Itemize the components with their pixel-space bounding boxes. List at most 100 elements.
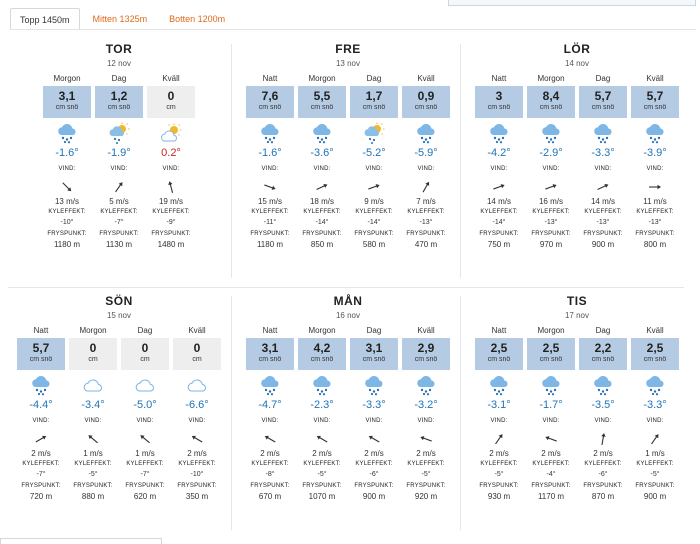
freeze-label: FRYSPUNKT: — [125, 483, 165, 489]
wind-chill: -7° — [114, 219, 124, 226]
snow-cloud-icon — [350, 374, 398, 396]
snow-box: 0 cm — [69, 338, 117, 370]
snow-cloud-icon — [475, 374, 523, 396]
snow-box: 4,2 cm snö — [298, 338, 346, 370]
period-label: Kväll — [646, 326, 664, 335]
period-label: Natt — [262, 326, 278, 335]
snow-unit: cm — [166, 104, 176, 111]
chill-label: KYLEFFEKT: — [584, 461, 622, 467]
wind-arrow-icon — [17, 431, 65, 447]
freeze-label: FRYSPUNKT: — [583, 483, 623, 489]
chill-label: KYLEFFEKT: — [355, 461, 393, 467]
snow-amount: 2,5 — [542, 341, 560, 355]
wind-speed: 2 m/s — [187, 449, 207, 458]
snow-cloud-icon — [246, 122, 294, 144]
snow-unit: cm snö — [487, 356, 511, 363]
freezing-level: 1480 m — [157, 240, 185, 249]
period-label: Morgon — [308, 74, 336, 83]
wind-label: VIND: — [490, 166, 508, 172]
freeze-label: FRYSPUNKT: — [635, 483, 675, 489]
snow-amount: 5,7 — [32, 341, 50, 355]
wind-speed: 14 m/s — [486, 197, 511, 206]
wind-arrow-icon — [402, 431, 450, 447]
day-date: 12 nov — [106, 59, 132, 68]
tab-botten[interactable]: Botten 1200m — [169, 14, 226, 24]
cloud-icon — [69, 374, 117, 396]
temperature: -4.2° — [487, 147, 511, 159]
snow-amount: 0 — [89, 341, 97, 355]
column-divider — [231, 44, 232, 278]
period-column: Natt 7,6 cm snö -1.6° VIND: 15 m/s KYLEFFEKT: -… — [246, 74, 294, 250]
period-columns: Natt 3 cm snö -4.2° VIND: 14 m/s KYLEFFEKT: -14… — [468, 74, 686, 250]
cloud-icon — [121, 374, 169, 396]
wind-speed: 2 m/s — [593, 449, 613, 458]
tab-topp[interactable]: Topp 1450m — [10, 8, 80, 30]
period-column: Dag 1,7 cm snö -5.2° VIND: 9 m/s KYLEFFEKT: -14… — [350, 74, 398, 250]
freeze-label: FRYSPUNKT: — [531, 483, 571, 489]
snow-amount: 2,2 — [594, 341, 612, 355]
wind-chill: -6° — [369, 471, 379, 478]
wind-chill: -5° — [88, 471, 98, 478]
snow-amount: 3,1 — [365, 341, 383, 355]
freezing-level: 620 m — [133, 492, 157, 501]
snow-unit: cm snö — [29, 356, 53, 363]
period-column: Morgon 5,5 cm snö -3.6° VIND: 18 m/s KYLEFFEKT… — [298, 74, 346, 250]
snow-box: 0 cm — [173, 338, 221, 370]
chill-label: KYLEFFEKT: — [407, 461, 445, 467]
snow-cloud-icon — [579, 374, 627, 396]
day-date: 17 nov — [564, 311, 590, 320]
temperature: -1.9° — [107, 147, 131, 159]
temperature: -3.3° — [362, 399, 386, 411]
freeze-label: FRYSPUNKT: — [354, 483, 394, 489]
period-label: Dag — [137, 326, 153, 335]
freezing-level: 930 m — [487, 492, 511, 501]
temperature: -3.4° — [81, 399, 105, 411]
wind-speed: 2 m/s — [541, 449, 561, 458]
period-column: Kväll 0 cm -6.6° VIND: 2 m/s KYLEFFEKT: -10° FRY… — [173, 326, 221, 502]
wind-speed: 1 m/s — [645, 449, 665, 458]
tab-mitten[interactable]: Mitten 1325m — [92, 14, 148, 24]
chill-label: KYLEFFEKT: — [407, 209, 445, 215]
snow-amount: 2,5 — [490, 341, 508, 355]
wind-arrow-icon — [95, 179, 143, 195]
period-label: Kväll — [417, 326, 435, 335]
wind-arrow-icon — [298, 431, 346, 447]
snow-amount: 3,1 — [261, 341, 279, 355]
period-label: Kväll — [417, 74, 435, 83]
day-tor: TOR 12 nov Morgon 3,1 cm snö -1.6° VIND: 13 m/s… — [10, 42, 228, 282]
wind-label: VIND: — [594, 166, 612, 172]
row-divider — [8, 287, 684, 288]
wind-speed: 18 m/s — [309, 197, 334, 206]
chill-label: KYLEFFEKT: — [355, 209, 393, 215]
snow-cloud-icon — [402, 122, 450, 144]
freezing-level: 350 m — [185, 492, 209, 501]
temperature: -3.3° — [643, 399, 667, 411]
day-name: TIS — [566, 294, 588, 308]
period-column: Morgon 0 cm -3.4° VIND: 1 m/s KYLEFFEKT: -5° FRY… — [69, 326, 117, 502]
temperature: -2.9° — [539, 147, 563, 159]
wind-chill: -5° — [494, 471, 504, 478]
chill-label: KYLEFFEKT: — [251, 461, 289, 467]
period-column: Morgon 3,1 cm snö -1.6° VIND: 13 m/s KYLEFFEKT… — [43, 74, 91, 250]
period-column: Kväll 5,7 cm snö -3.9° VIND: 11 m/s KYLEFFEKT:… — [631, 74, 679, 250]
snow-unit: cm snö — [643, 356, 667, 363]
wind-arrow-icon — [579, 431, 627, 447]
bottom-panel — [0, 538, 162, 544]
snow-unit: cm snö — [487, 104, 511, 111]
snow-amount: 0,9 — [417, 89, 435, 103]
top-right-panel — [448, 0, 696, 6]
snow-amount: 5,5 — [313, 89, 331, 103]
wind-label: VIND: — [32, 418, 50, 424]
day-tis: TIS 17 nov Natt 2,5 cm snö -3.1° VIND: 2 m/s KYL… — [468, 294, 686, 534]
wind-speed: 2 m/s — [416, 449, 436, 458]
wind-speed: 2 m/s — [31, 449, 51, 458]
wind-arrow-icon — [246, 179, 294, 195]
snow-cloud-icon — [298, 122, 346, 144]
period-label: Dag — [366, 326, 382, 335]
period-label: Natt — [262, 74, 278, 83]
freeze-label: FRYSPUNKT: — [151, 231, 191, 237]
chill-label: KYLEFFEKT: — [178, 461, 216, 467]
period-column: Natt 3,1 cm snö -4.7° VIND: 2 m/s KYLEFFEKT: -8… — [246, 326, 294, 502]
wind-speed: 1 m/s — [83, 449, 103, 458]
period-column: Kväll 0,9 cm snö -5.9° VIND: 7 m/s KYLEFFEKT: -… — [402, 74, 450, 250]
